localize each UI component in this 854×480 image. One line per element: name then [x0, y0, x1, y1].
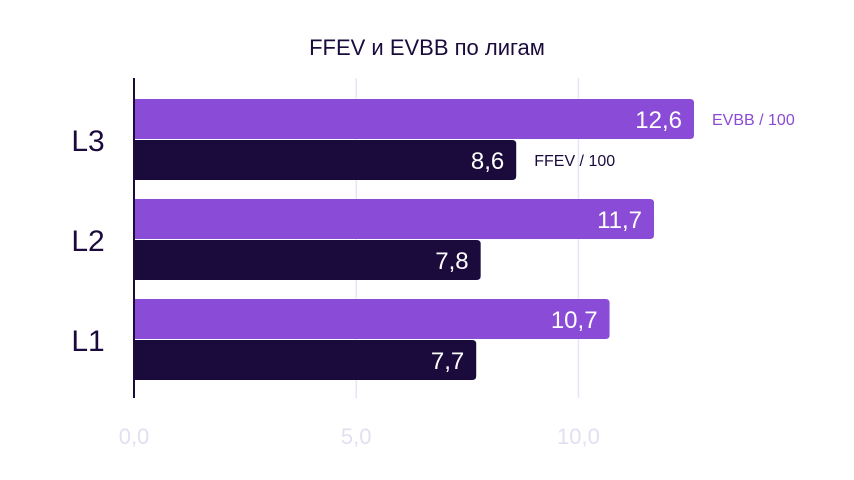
- bar-value-label: 7,8: [435, 248, 468, 275]
- legend-label: EVBB / 100: [712, 112, 795, 129]
- category-label: L2: [71, 225, 104, 258]
- bar-layer: [134, 99, 694, 380]
- bar: [134, 340, 477, 380]
- bar-value-label: 12,6: [635, 107, 682, 134]
- bar: [134, 299, 610, 339]
- label-layer: 0,0 5,0 10,0 L3 12,6 EVBB / 100 8,6 FFEV / 100 L…: [71, 107, 795, 449]
- legend-label: FFEV / 100: [534, 153, 615, 170]
- bar: [134, 140, 517, 180]
- x-tick-label: 0,0: [119, 424, 150, 449]
- chart-title: FFEV и EVBB по лигам: [309, 35, 545, 60]
- bar: [134, 99, 694, 139]
- bar-value-label: 11,7: [597, 207, 642, 234]
- bar-value-label: 10,7: [551, 307, 598, 334]
- bar: [134, 199, 654, 239]
- bar-value-label: 7,7: [431, 348, 464, 375]
- bar-value-label: 8,6: [471, 148, 504, 175]
- bar: [134, 240, 481, 280]
- category-label: L1: [71, 325, 104, 358]
- category-label: L3: [71, 125, 104, 158]
- x-tick-label: 10,0: [557, 424, 600, 449]
- x-tick-label: 5,0: [341, 424, 372, 449]
